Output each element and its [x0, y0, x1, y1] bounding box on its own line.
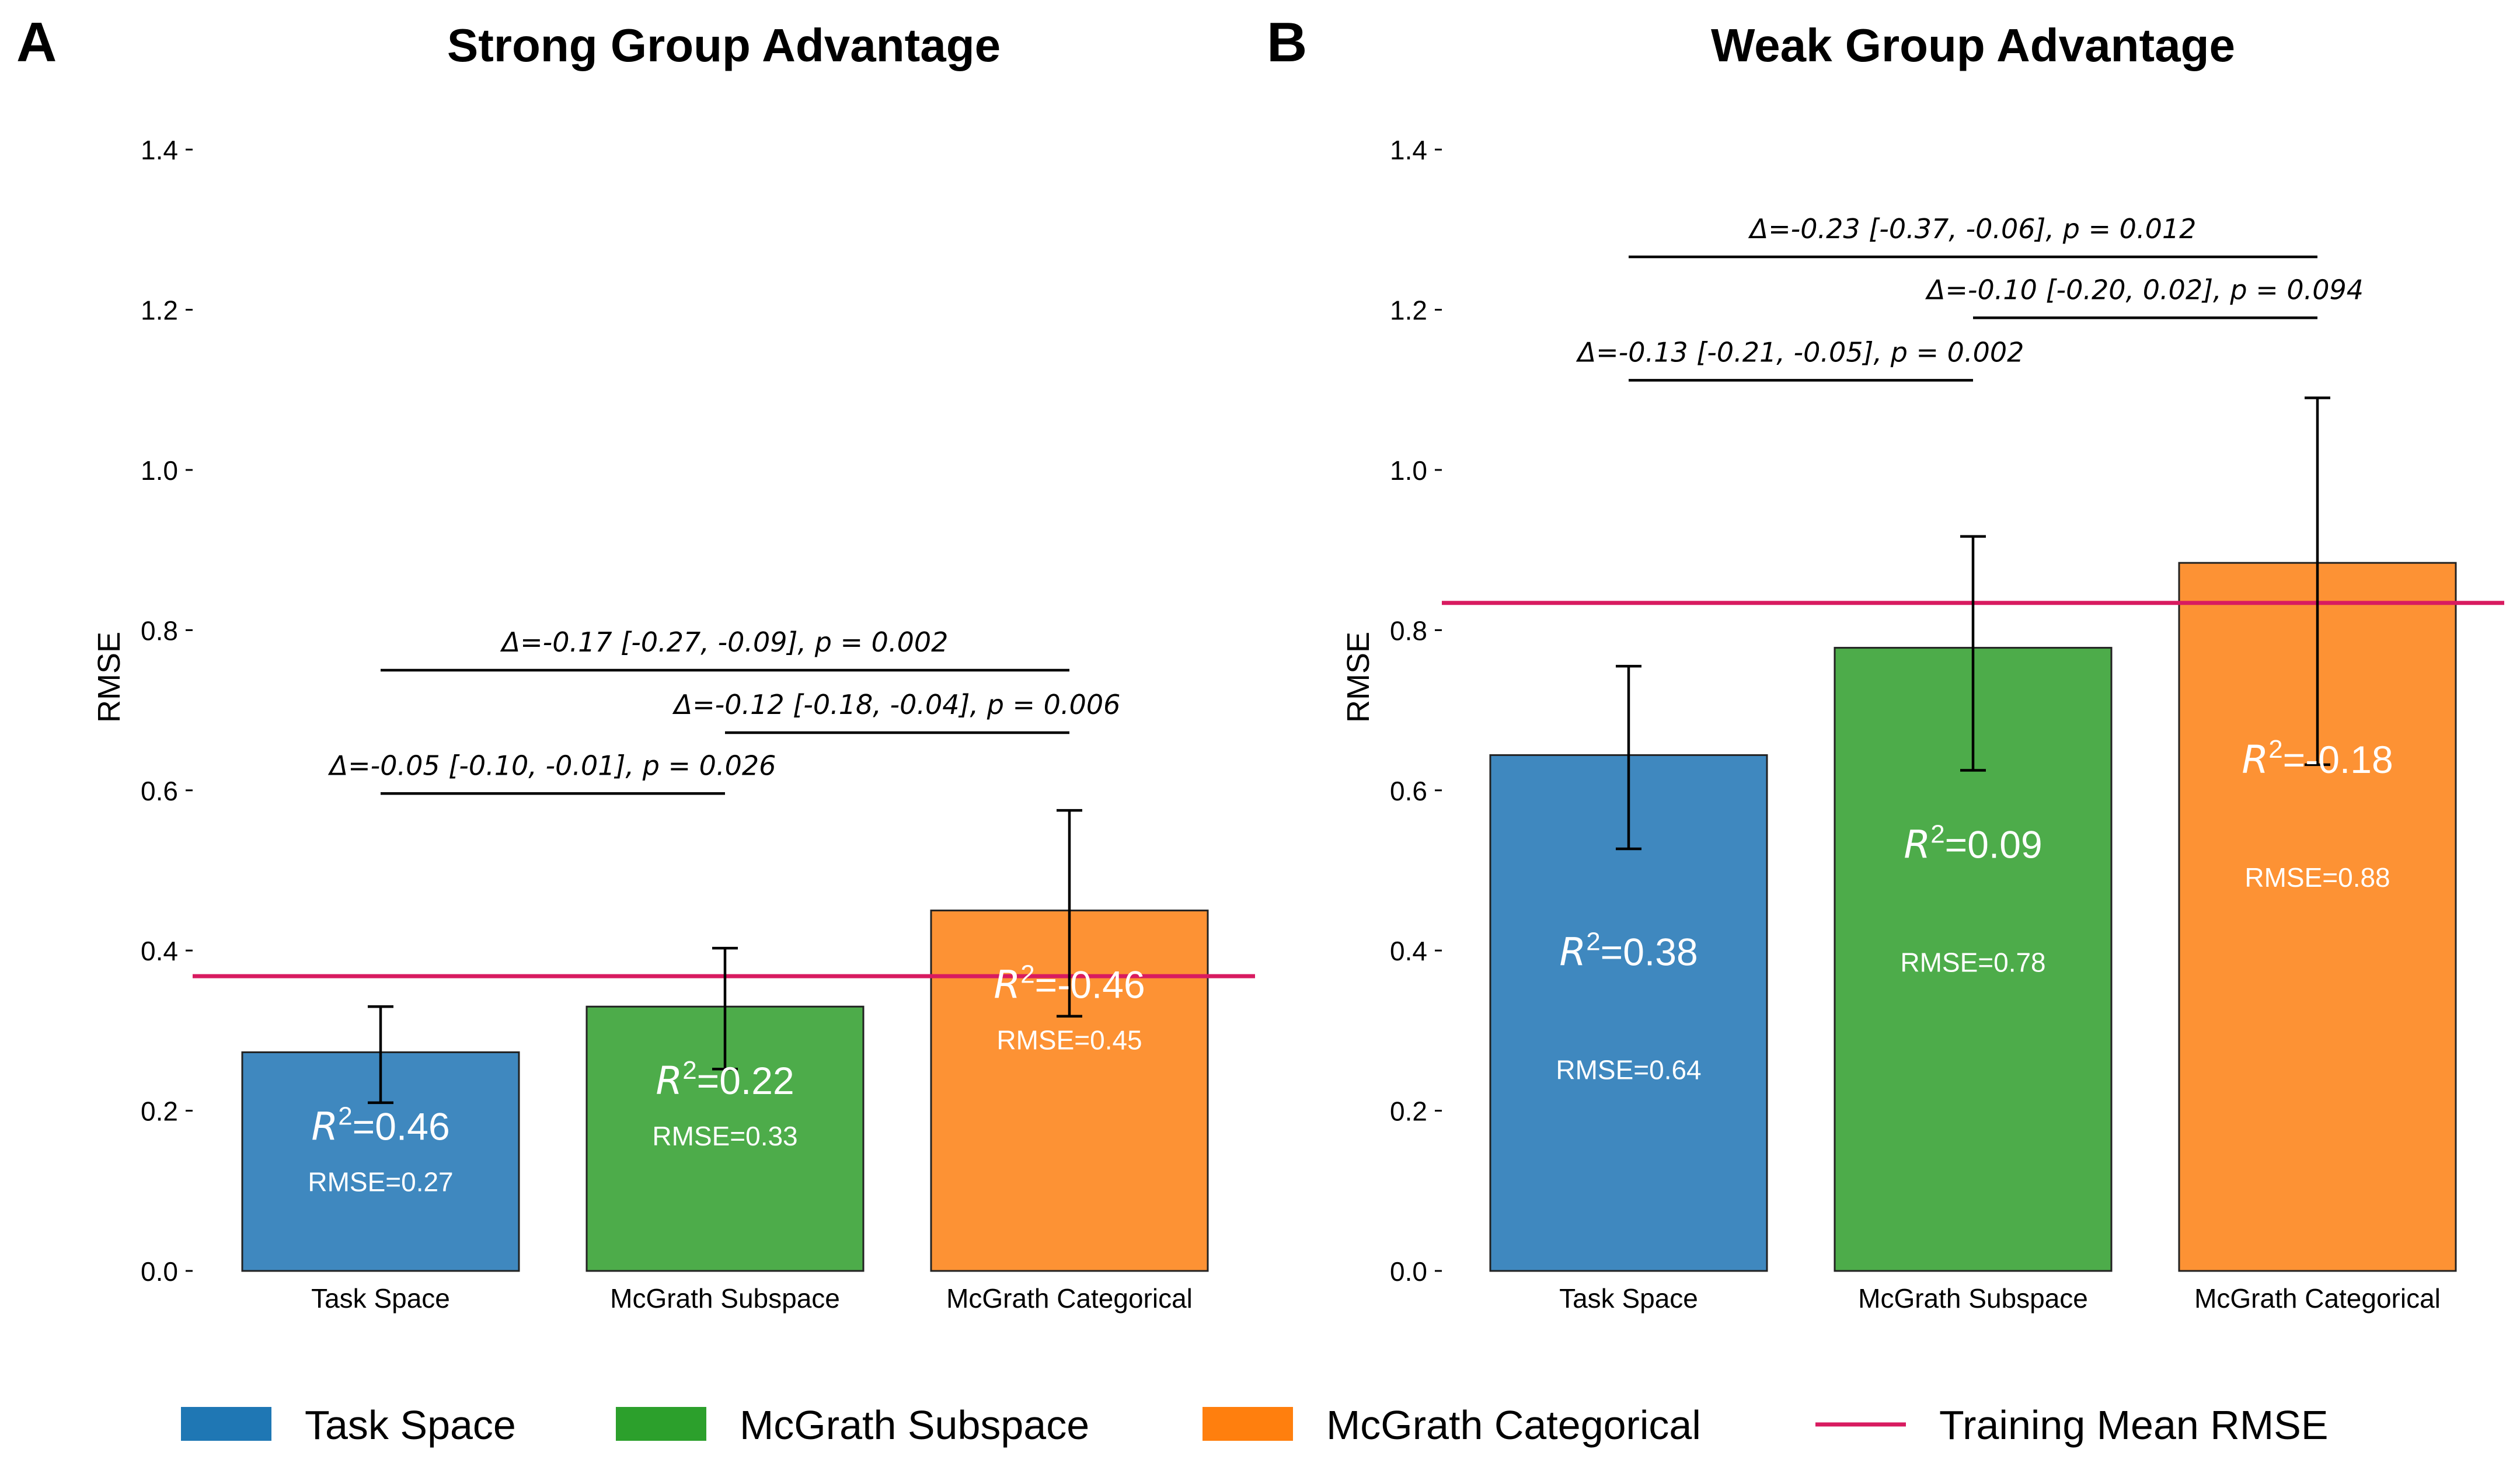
- comparison-label: Δ=-0.23 [-0.37, -0.06], p = 0.012: [1748, 213, 2197, 245]
- x-tick-label: McGrath Categorical: [2194, 1283, 2441, 1314]
- panel-b-title: Weak Group Advantage: [1711, 19, 2235, 71]
- rmse-label: RMSE=0.78: [1900, 947, 2045, 978]
- y-tick-label: 0.0: [141, 1256, 178, 1287]
- legend-label: Training Mean RMSE: [1939, 1402, 2329, 1448]
- y-tick-label: 0.2: [141, 1096, 178, 1127]
- y-tick-label: 1.0: [1390, 455, 1427, 486]
- y-tick-label: 1.2: [1390, 295, 1427, 326]
- r2-label: R2=0.22: [656, 1056, 794, 1103]
- y-tick-label: 0.0: [1390, 1256, 1427, 1287]
- x-tick-label: McGrath Categorical: [946, 1283, 1193, 1314]
- legend-label: McGrath Subspace: [740, 1402, 1089, 1448]
- rmse-label: RMSE=0.27: [308, 1166, 453, 1197]
- comparison-label: Δ=-0.17 [-0.27, -0.09], p = 0.002: [500, 626, 949, 658]
- y-tick-label: 0.4: [1390, 936, 1427, 966]
- r2-label: R2=0.38: [1559, 927, 1698, 974]
- y-tick-label: 1.2: [141, 295, 178, 326]
- x-tick-label: McGrath Subspace: [1858, 1283, 2088, 1314]
- legend-swatch: [181, 1407, 271, 1441]
- legend: Task Space McGrath Subspace McGrath Catego…: [181, 1402, 2329, 1448]
- comparison-label: Δ=-0.12 [-0.18, -0.04], p = 0.006: [672, 689, 1121, 720]
- x-tick-label: Task Space: [1559, 1283, 1698, 1314]
- comparison-label: Δ=-0.10 [-0.20, 0.02], p = 0.094: [1925, 274, 2364, 305]
- y-tick-label: 0.4: [141, 936, 178, 966]
- y-tick-label: 0.6: [1390, 776, 1427, 806]
- legend-swatch: [616, 1407, 706, 1441]
- legend-swatch: [1203, 1407, 1293, 1441]
- y-tick-label: 0.8: [141, 615, 178, 646]
- panel-letter-a: A: [16, 11, 57, 74]
- rmse-label: RMSE=0.64: [1556, 1054, 1701, 1085]
- y-tick-label: 0.8: [1390, 615, 1427, 646]
- panel-b: B Weak Group Advantage RMSE 0.0 0.2 0.4 0.6…: [1267, 11, 2504, 1314]
- x-tick-label: McGrath Subspace: [610, 1283, 840, 1314]
- rmse-label: RMSE=0.33: [652, 1121, 797, 1151]
- panel-a-title: Strong Group Advantage: [447, 19, 1001, 71]
- r2-label: R2=-0.18: [2242, 735, 2393, 782]
- r2-label: R2=0.46: [311, 1102, 449, 1149]
- rmse-label: RMSE=0.88: [2244, 862, 2390, 893]
- panel-a: A Strong Group Advantage RMSE 0.0 0.2 0.4 0…: [16, 11, 1255, 1314]
- panel-letter-b: B: [1267, 11, 1307, 74]
- panel-a-ylabel: RMSE: [92, 632, 127, 723]
- y-tick-label: 1.4: [1390, 135, 1427, 165]
- panel-b-ylabel: RMSE: [1341, 632, 1376, 723]
- legend-label: Task Space: [305, 1402, 516, 1448]
- rmse-label: RMSE=0.45: [996, 1025, 1142, 1055]
- r2-label: R2=0.09: [1904, 820, 2042, 868]
- comparison-label: Δ=-0.05 [-0.10, -0.01], p = 0.026: [328, 750, 776, 781]
- r2-label: R2=-0.46: [994, 960, 1145, 1008]
- y-tick-label: 1.0: [141, 455, 178, 486]
- y-tick-label: 1.4: [141, 135, 178, 165]
- y-tick-label: 0.6: [141, 776, 178, 806]
- y-tick-label: 0.2: [1390, 1096, 1427, 1127]
- legend-label: McGrath Categorical: [1326, 1402, 1701, 1448]
- x-tick-label: Task Space: [311, 1283, 450, 1314]
- comparison-label: Δ=-0.13 [-0.21, -0.05], p = 0.002: [1576, 336, 2024, 368]
